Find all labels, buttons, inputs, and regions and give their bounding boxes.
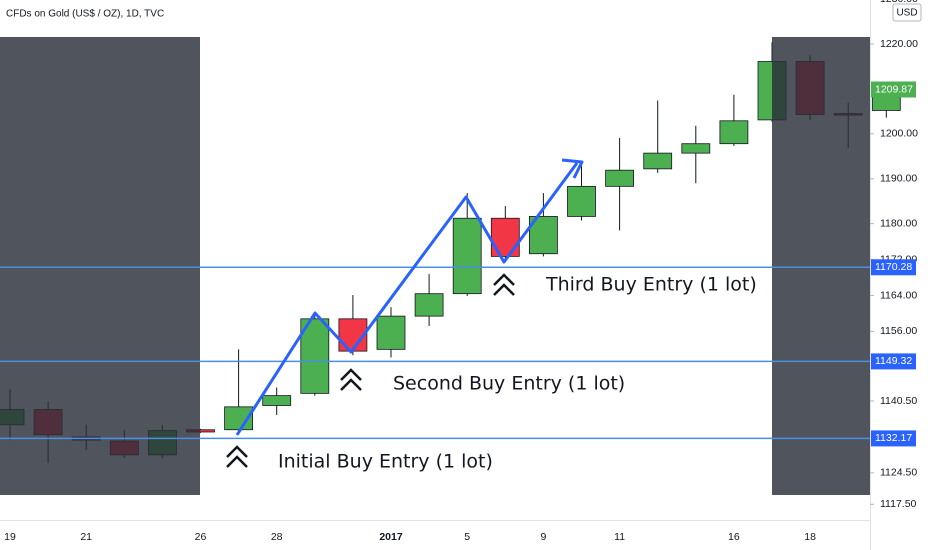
currency-box: [892, 3, 922, 22]
chevrons: [226, 273, 515, 468]
level-label-box: [871, 259, 916, 276]
x-tick-label: 11: [614, 531, 625, 543]
shaded-region: [772, 37, 870, 495]
x-tick-label: 5: [464, 531, 470, 543]
candle-body: [567, 185, 596, 217]
level-label: 1170.28: [875, 261, 912, 273]
candle-body: [605, 169, 634, 187]
x-tick-label: 28: [271, 531, 283, 543]
level-label: 1149.32: [875, 355, 912, 367]
trend-zigzag: [235, 162, 579, 436]
candle-body: [452, 217, 482, 295]
x-tick-label: 9: [540, 531, 546, 543]
candle-body: [414, 293, 444, 317]
y-tick-label: 1117.50: [880, 498, 917, 510]
y-tick-label: 1200.00: [880, 128, 918, 140]
level-label-box: [871, 430, 916, 447]
arrow-head: [561, 158, 584, 179]
y-tick-label: 1164.00: [880, 289, 917, 301]
candle-body: [262, 395, 292, 406]
level-label: 1132.17: [875, 432, 912, 444]
currency: USD: [896, 8, 917, 19]
level-label-box: [871, 353, 916, 370]
x-tick-label: 26: [195, 531, 207, 543]
candle-body: [643, 152, 673, 170]
y-tick-label: 1180.00: [880, 217, 917, 229]
y-tick-label: 1124.50: [880, 467, 917, 479]
last-price-label: 1209.87: [875, 83, 913, 95]
candle-body: [300, 318, 330, 394]
overlay: [0, 266, 870, 440]
last-price-box: [871, 81, 916, 98]
x-tick-label: 21: [80, 531, 92, 543]
candle-body: [490, 217, 520, 257]
y-tick-label: 1156.00: [880, 325, 917, 337]
shaded-region: [0, 37, 200, 495]
annotation: Initial Buy Entry (1 lot): [278, 451, 493, 473]
y-tick-label: 1220.00: [880, 38, 918, 50]
annotation: Second Buy Entry (1 lot): [393, 373, 625, 395]
x-tick-label: 2017: [379, 531, 403, 543]
y-tick-label: 1140.50: [880, 395, 917, 407]
axis: 1230.001220.001200.001190.001180.001172.…: [870, 0, 918, 510]
x-tick-label: 18: [804, 531, 816, 543]
x-tick-label: 19: [4, 531, 16, 543]
candle-body: [681, 143, 711, 154]
candle-body: [376, 315, 406, 350]
y-tick-label: 1230.00: [880, 0, 918, 5]
y-tick-label: 1190.00: [880, 173, 917, 185]
chart-title: CFDs on Gold (US$ / OZ), 1D, TVC: [6, 9, 164, 20]
x-tick-label: 16: [728, 531, 740, 543]
annotation: Third Buy Entry (1 lot): [545, 274, 757, 296]
candle-body: [719, 120, 749, 145]
